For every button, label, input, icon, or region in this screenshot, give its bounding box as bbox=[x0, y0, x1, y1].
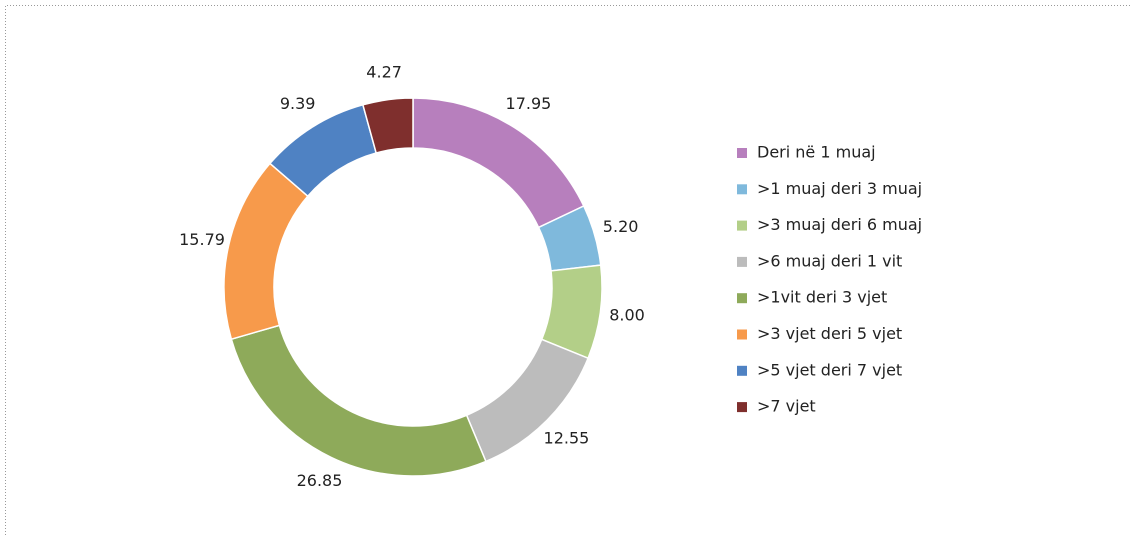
donut-segment bbox=[361, 97, 414, 154]
legend-label: >7 vjet bbox=[757, 397, 816, 416]
legend-swatch bbox=[737, 256, 747, 267]
legend-swatch bbox=[737, 148, 747, 158]
legend-label: >6 muaj deri 1 vit bbox=[757, 251, 902, 270]
donut-segment bbox=[223, 162, 309, 341]
legend-label: >1vit deri 3 vjet bbox=[757, 288, 887, 307]
legend-swatch bbox=[737, 329, 747, 340]
donut-segment bbox=[230, 324, 487, 477]
data-label: 26.85 bbox=[297, 471, 343, 490]
legend-swatch bbox=[737, 402, 747, 413]
data-label: 17.95 bbox=[506, 94, 552, 113]
legend-label: >3 vjet deri 5 vjet bbox=[757, 324, 902, 343]
legend-label: >1 muaj deri 3 muaj bbox=[757, 179, 922, 198]
data-label: 9.39 bbox=[280, 94, 316, 113]
legend-swatch bbox=[737, 184, 747, 195]
legend-swatch bbox=[737, 220, 747, 231]
data-label: 5.20 bbox=[603, 217, 639, 236]
legend-label: >5 vjet deri 7 vjet bbox=[757, 360, 902, 379]
legend-swatch bbox=[737, 365, 747, 376]
data-label: 12.55 bbox=[544, 429, 590, 448]
donut-segment bbox=[412, 97, 585, 229]
data-label: 4.27 bbox=[366, 62, 402, 81]
data-label: 8.00 bbox=[609, 306, 645, 325]
data-label: 15.79 bbox=[179, 230, 225, 249]
legend-swatch bbox=[737, 293, 747, 304]
legend-label: >3 muaj deri 6 muaj bbox=[757, 215, 922, 234]
legend-label: Deri në 1 muaj bbox=[757, 143, 876, 162]
